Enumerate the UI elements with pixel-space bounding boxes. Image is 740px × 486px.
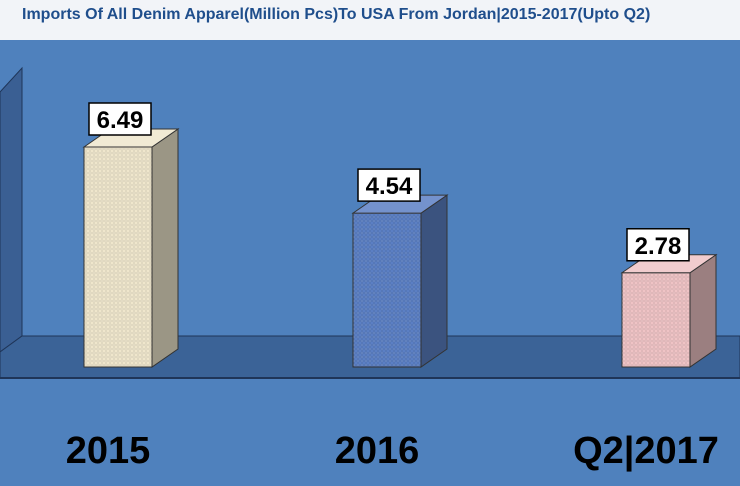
category-label: 2015 [66,430,151,472]
bar-side [420,194,448,368]
data-label-box [88,102,152,136]
chart-title: Imports Of All Denim Apparel(Million Pcs… [22,6,651,23]
data-label: 2.78 [635,233,682,260]
title-band [0,0,740,40]
data-label-box [626,228,690,262]
category-label: 2016 [335,430,420,472]
bar-texture [622,272,690,367]
data-label: 4.54 [366,173,413,200]
bar-side [689,253,717,368]
bar-texture [84,147,152,367]
chart-side-wall [0,66,23,353]
data-label: 6.49 [97,107,144,134]
data-label-box [357,168,421,202]
category-label: Q2|2017 [573,430,719,472]
bar-side [151,128,179,368]
bar-texture [353,213,421,367]
